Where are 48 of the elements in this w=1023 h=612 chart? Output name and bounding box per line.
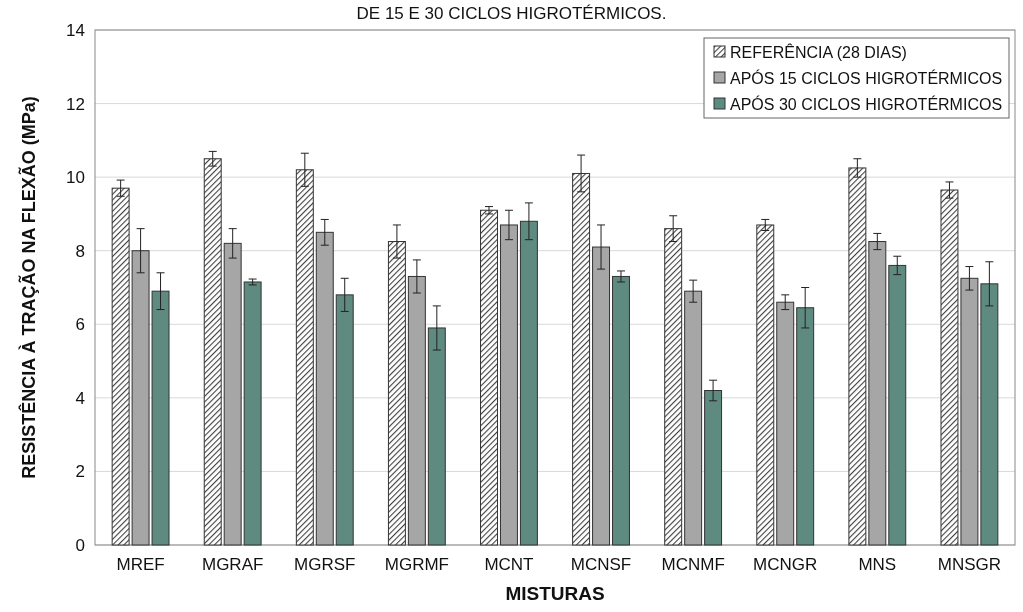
y-axis-title: RESISTÊNCIA À TRAÇÃO NA FLEXÃO (MPa) bbox=[18, 96, 39, 479]
bar bbox=[387, 241, 406, 546]
x-tick-label: MGRMF bbox=[384, 555, 449, 574]
y-tick-label: 0 bbox=[75, 535, 85, 555]
bar bbox=[776, 301, 795, 546]
chart-title: DE 15 E 30 CICLOS HIGROTÉRMICOS. bbox=[356, 4, 667, 23]
legend-label: APÓS 30 CICLOS HIGROTÉRMICOS bbox=[730, 94, 1003, 113]
bar bbox=[499, 224, 518, 546]
bar bbox=[572, 172, 591, 546]
bar bbox=[756, 224, 775, 546]
bar bbox=[612, 275, 630, 546]
legend-label: REFERÊNCIA (28 DIAS) bbox=[730, 42, 907, 61]
bar bbox=[223, 242, 242, 546]
bar bbox=[480, 209, 498, 546]
legend-label: APÓS 15 CICLOS HIGROTÉRMICOS bbox=[730, 68, 1003, 87]
x-axis-title: MISTURAS bbox=[505, 583, 605, 604]
bar bbox=[335, 294, 354, 546]
bar bbox=[704, 390, 723, 546]
bar bbox=[427, 327, 446, 546]
y-tick-label: 2 bbox=[75, 462, 85, 482]
bar bbox=[684, 290, 703, 546]
y-tick-label: 12 bbox=[66, 94, 85, 114]
bar bbox=[203, 158, 222, 546]
x-tick-label: MREF bbox=[116, 555, 165, 574]
bar bbox=[848, 167, 867, 546]
y-tick-label: 4 bbox=[75, 388, 85, 408]
bar bbox=[519, 220, 538, 546]
y-tick-label: 8 bbox=[75, 241, 85, 261]
x-tick-label: MCNSF bbox=[570, 555, 632, 574]
x-tick-label: MGRAF bbox=[201, 555, 264, 574]
x-tick-label: MCNGR bbox=[753, 555, 818, 574]
x-tick-label: MNS bbox=[858, 555, 897, 574]
bar bbox=[407, 275, 426, 546]
bar bbox=[295, 169, 314, 546]
x-tick-label: MGRSF bbox=[294, 555, 356, 574]
bar bbox=[868, 241, 887, 546]
bar bbox=[888, 264, 907, 546]
x-tick-label: MNSGR bbox=[937, 555, 1002, 574]
bar bbox=[796, 307, 815, 546]
x-tick-label: MCNMF bbox=[661, 555, 725, 574]
y-tick-label: 10 bbox=[66, 168, 85, 188]
bar bbox=[243, 281, 262, 546]
y-tick-label: 14 bbox=[66, 20, 85, 40]
y-tick-label: 6 bbox=[75, 315, 85, 335]
bar bbox=[592, 246, 611, 546]
x-tick-label: MCNT bbox=[484, 555, 534, 574]
bar bbox=[315, 231, 334, 546]
bar bbox=[664, 228, 683, 546]
